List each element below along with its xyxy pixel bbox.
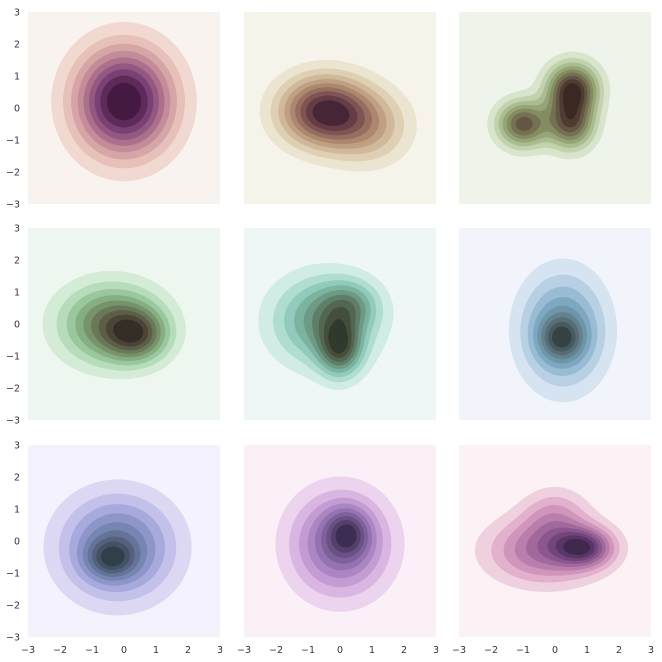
contour-level-9: [335, 524, 357, 548]
x-tick-label: −2: [53, 645, 67, 656]
x-tick-label: −2: [484, 645, 498, 656]
y-tick-label: −3: [6, 416, 20, 427]
contour-level-9: [100, 546, 125, 567]
y-tick-label: −3: [6, 633, 20, 644]
kde-panel-6: [459, 228, 651, 420]
panel-grid: [28, 12, 651, 637]
y-tick-label: −3: [6, 200, 20, 211]
y-tick-label: −1: [6, 352, 20, 363]
y-tick-label: 0: [14, 320, 20, 331]
x-axis-ticks: −3 −2 −1 0 1 2 3 −3 −2 −1 0 1 2 3 −3 −2 −1 0 1 2 3: [21, 645, 654, 656]
x-tick-label: 2: [616, 645, 622, 656]
y-tick-label: 0: [14, 537, 20, 548]
x-tick-label: 2: [401, 645, 407, 656]
x-tick-label: −2: [269, 645, 283, 656]
x-tick-label: 3: [217, 645, 223, 656]
x-tick-label: 1: [369, 645, 375, 656]
x-tick-label: 1: [153, 645, 159, 656]
y-tick-label: −2: [6, 384, 20, 395]
contour-level-9: [106, 82, 142, 121]
x-tick-label: −1: [85, 645, 99, 656]
x-tick-label: 2: [185, 645, 191, 656]
y-tick-label: 2: [14, 256, 20, 267]
x-tick-label: −3: [21, 645, 35, 656]
contour-level-9: [562, 538, 591, 556]
contour-level-9: [328, 318, 348, 354]
contour-level-9: [113, 319, 144, 343]
kde-panel-9: [459, 445, 651, 637]
x-tick-label: 1: [584, 645, 590, 656]
kde-panel-5: [244, 228, 436, 420]
contour-level-9: [312, 100, 350, 126]
y-tick-label: −1: [6, 569, 20, 580]
y-tick-label: 1: [14, 505, 20, 516]
x-tick-label: 3: [648, 645, 654, 656]
y-tick-label: 3: [14, 8, 20, 19]
x-tick-label: −3: [237, 645, 251, 656]
kde-panel-2: [244, 12, 436, 204]
kde-panel-8: [244, 445, 436, 637]
x-tick-label: 0: [552, 645, 558, 656]
y-tick-label: 2: [14, 40, 20, 51]
x-tick-label: 0: [337, 645, 343, 656]
x-tick-label: 3: [433, 645, 439, 656]
y-tick-label: 0: [14, 104, 20, 115]
x-tick-label: −3: [452, 645, 466, 656]
y-tick-label: 1: [14, 288, 20, 299]
y-axis-ticks: 3 2 1 0 −1 −2 −3 3 2 1 0 −1 −2 −3 3 2 1 0 −1 −2 −3: [6, 8, 20, 644]
contour-level-9: [562, 83, 582, 121]
x-tick-label: 0: [121, 645, 127, 656]
kde-panel-4: [28, 228, 220, 420]
y-tick-label: 3: [14, 441, 20, 452]
kde-panel-7: [28, 445, 220, 637]
kde-panel-3: [459, 12, 651, 204]
y-tick-label: 2: [14, 473, 20, 484]
kde-panel-1: [28, 12, 220, 204]
y-tick-label: −2: [6, 168, 20, 179]
x-tick-label: −1: [516, 645, 530, 656]
y-tick-label: −1: [6, 136, 20, 147]
x-tick-label: −1: [301, 645, 315, 656]
y-tick-label: 1: [14, 72, 20, 83]
contour-level-9: [551, 326, 572, 348]
y-tick-label: 3: [14, 224, 20, 235]
y-tick-label: −2: [6, 601, 20, 612]
